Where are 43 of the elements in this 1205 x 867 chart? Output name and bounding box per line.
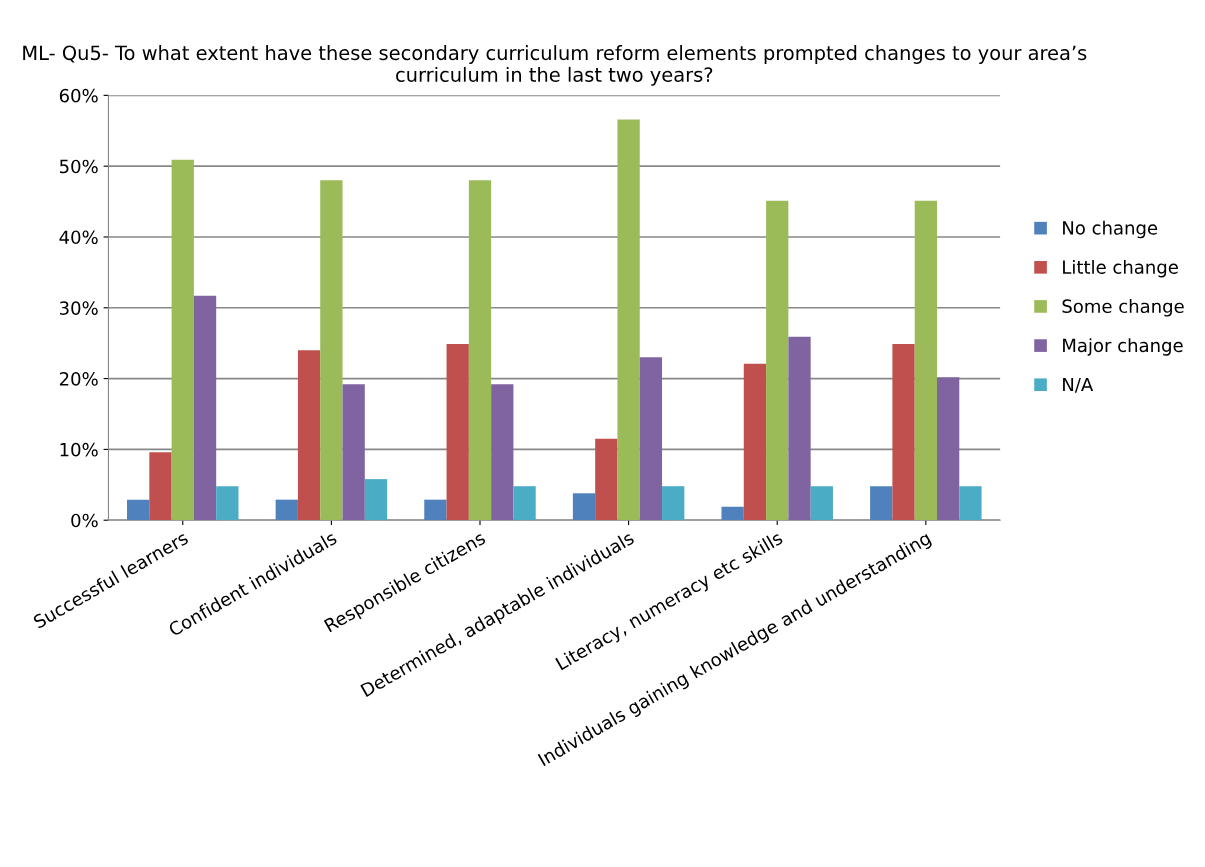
bar [275, 499, 298, 521]
bar [662, 486, 685, 521]
bar [743, 363, 767, 521]
bar [127, 499, 150, 521]
bar [721, 506, 744, 521]
bar [297, 350, 321, 521]
bar [936, 377, 960, 521]
bar [446, 343, 469, 521]
bar [216, 486, 239, 521]
bar [892, 343, 915, 521]
bar [424, 499, 447, 521]
legend-label: No change [1063, 220, 1158, 239]
bar [364, 479, 388, 521]
bar [595, 438, 618, 521]
y-tick-label: 20% [59, 372, 98, 386]
bar [171, 159, 194, 521]
bar [342, 384, 365, 521]
bar [320, 180, 343, 521]
legend-label: Major change [1063, 338, 1183, 356]
legend-label: N/A [1063, 377, 1094, 393]
y-tick-label: 0% [71, 513, 98, 528]
y-tick-label: 10% [60, 442, 98, 457]
bar [572, 493, 596, 521]
bar [788, 336, 811, 521]
bar [491, 384, 514, 521]
bar [149, 452, 172, 521]
y-tick-label: 40% [59, 230, 98, 245]
bar [617, 119, 640, 521]
bar [810, 486, 833, 521]
bar [766, 200, 789, 521]
chart-title: ML- Qu5- To what extent have these secondary curriculum reform elements prompted changes to your area’s curriculum in the last two years? [23, 45, 1087, 86]
legend-label: Little change [1063, 259, 1178, 278]
y-tick-label: 50% [59, 159, 98, 174]
legend-label: Some change [1062, 299, 1184, 317]
y-tick-label: 60% [59, 88, 98, 103]
bar [959, 486, 982, 521]
bar [193, 295, 217, 521]
bar [468, 180, 492, 521]
bar [870, 486, 893, 521]
bar [639, 357, 663, 521]
bar [914, 200, 937, 521]
y-tick-label: 30% [59, 301, 98, 315]
bar [513, 486, 536, 521]
